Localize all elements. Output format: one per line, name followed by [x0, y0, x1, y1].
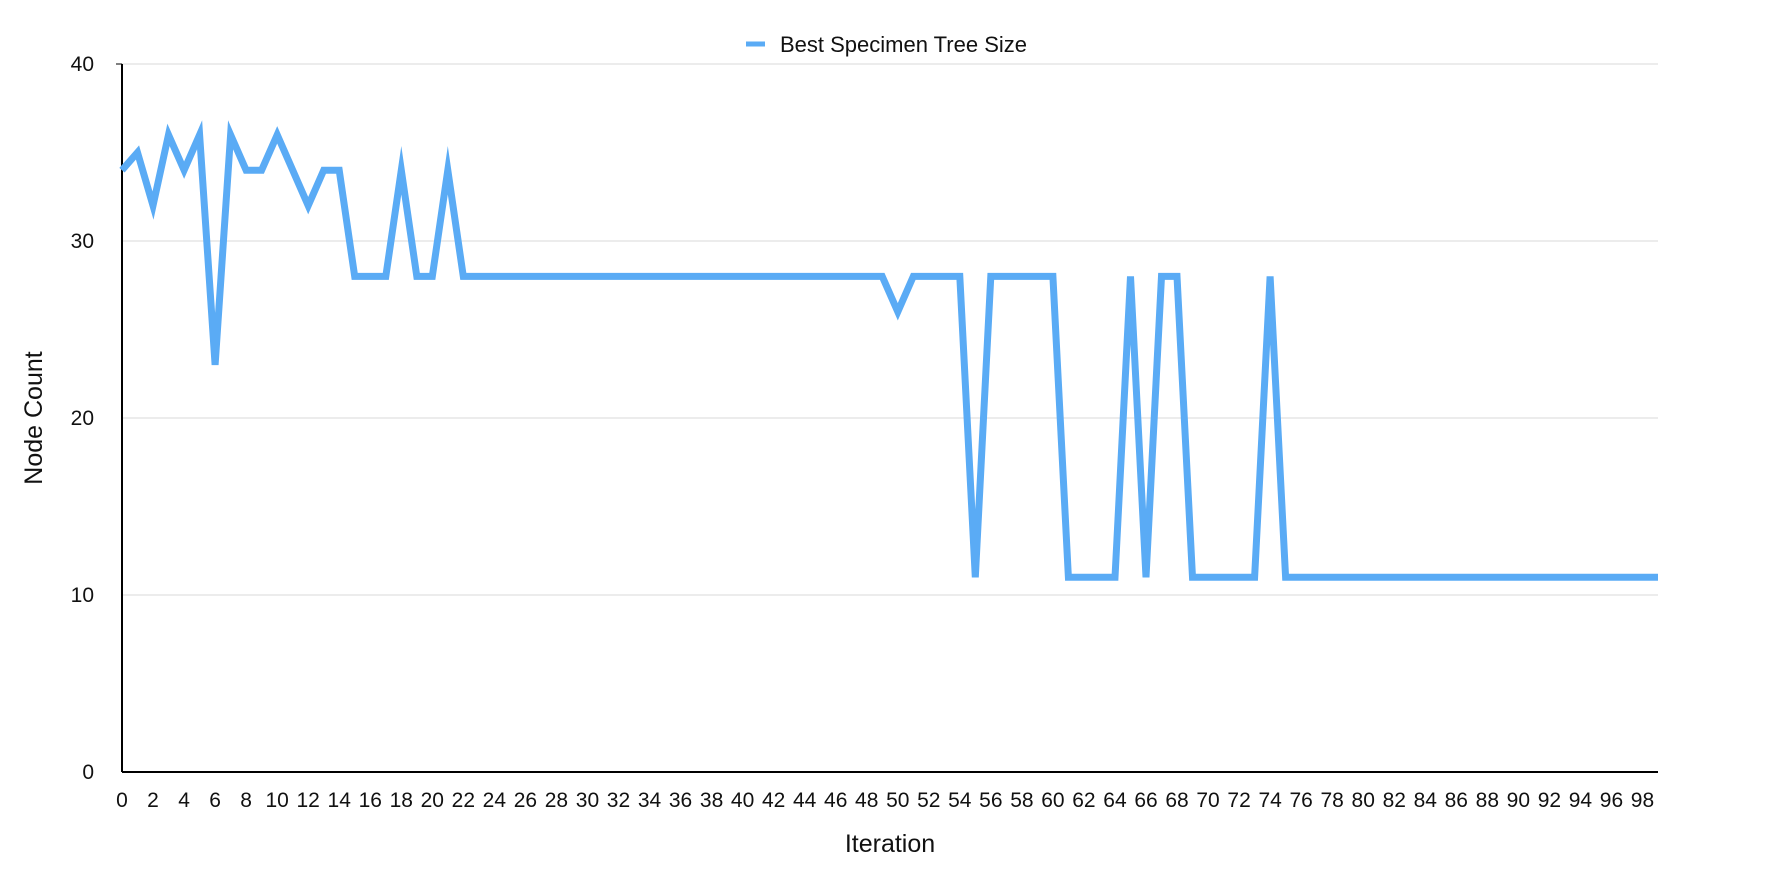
x-tick-label: 68	[1165, 789, 1188, 812]
x-tick-label: 66	[1134, 789, 1157, 812]
y-tick-label: 0	[82, 761, 94, 784]
x-tick-label: 60	[1041, 789, 1064, 812]
x-tick-label: 74	[1258, 789, 1282, 812]
x-tick-label: 2	[147, 789, 159, 812]
x-tick-label: 12	[297, 789, 320, 812]
x-tick-label: 10	[265, 789, 288, 812]
x-tick-label: 54	[948, 789, 972, 812]
x-tick-label: 58	[1010, 789, 1033, 812]
x-tick-label: 38	[700, 789, 723, 812]
gridlines	[122, 63, 1658, 596]
axes	[116, 63, 1658, 773]
x-tick-label: 18	[390, 789, 413, 812]
legend: Best Specimen Tree Size	[746, 32, 1027, 57]
x-tick-label: 70	[1196, 789, 1219, 812]
x-tick-label: 62	[1072, 789, 1095, 812]
x-tick-label: 72	[1227, 789, 1250, 812]
x-tick-label: 88	[1476, 789, 1499, 812]
x-tick-label: 24	[483, 789, 507, 812]
series-lines	[119, 120, 1658, 581]
x-tick-label: 98	[1631, 789, 1654, 812]
x-tick-labels: 0 2 4 6 8 10 12 14 16 18 20 22 24 26 28 30 32 34 36 38 40 42 4…	[116, 789, 1654, 812]
x-tick-label: 76	[1289, 789, 1312, 812]
x-tick-label: 36	[669, 789, 692, 812]
series-line	[119, 120, 1658, 581]
x-tick-label: 40	[731, 789, 754, 812]
x-tick-label: 96	[1600, 789, 1623, 812]
x-tick-label: 34	[638, 789, 662, 812]
x-axis-title: Iteration	[845, 830, 935, 858]
x-tick-label: 22	[452, 789, 475, 812]
x-tick-label: 92	[1538, 789, 1561, 812]
x-tick-label: 50	[886, 789, 909, 812]
x-tick-label: 6	[209, 789, 221, 812]
y-tick-label: 40	[71, 53, 94, 76]
x-tick-label: 94	[1569, 789, 1593, 812]
y-tick-labels: 0 10 20 30 40	[71, 53, 94, 784]
x-tick-label: 82	[1383, 789, 1406, 812]
x-tick-label: 0	[116, 789, 128, 812]
x-tick-label: 42	[762, 789, 785, 812]
x-tick-label: 80	[1352, 789, 1375, 812]
x-tick-label: 64	[1103, 789, 1127, 812]
x-tick-label: 16	[359, 789, 382, 812]
x-tick-label: 46	[824, 789, 847, 812]
x-tick-label: 44	[793, 789, 817, 812]
x-tick-label: 52	[917, 789, 940, 812]
y-axis-title: Node Count	[20, 351, 48, 484]
x-tick-label: 4	[178, 789, 190, 812]
y-tick-label: 20	[71, 407, 94, 430]
x-tick-label: 86	[1445, 789, 1468, 812]
x-tick-label: 90	[1507, 789, 1530, 812]
x-tick-label: 56	[979, 789, 1002, 812]
legend-label: Best Specimen Tree Size	[780, 32, 1027, 57]
x-tick-label: 8	[240, 789, 252, 812]
x-tick-label: 30	[576, 789, 599, 812]
x-tick-label: 78	[1321, 789, 1344, 812]
y-tick-label: 30	[71, 230, 94, 253]
x-tick-label: 48	[855, 789, 878, 812]
x-tick-label: 32	[607, 789, 630, 812]
x-tick-label: 26	[514, 789, 537, 812]
y-tick-label: 10	[71, 584, 94, 607]
x-tick-label: 20	[421, 789, 444, 812]
x-tick-label: 84	[1414, 789, 1438, 812]
x-tick-label: 14	[328, 789, 352, 812]
x-tick-label: 28	[545, 789, 568, 812]
